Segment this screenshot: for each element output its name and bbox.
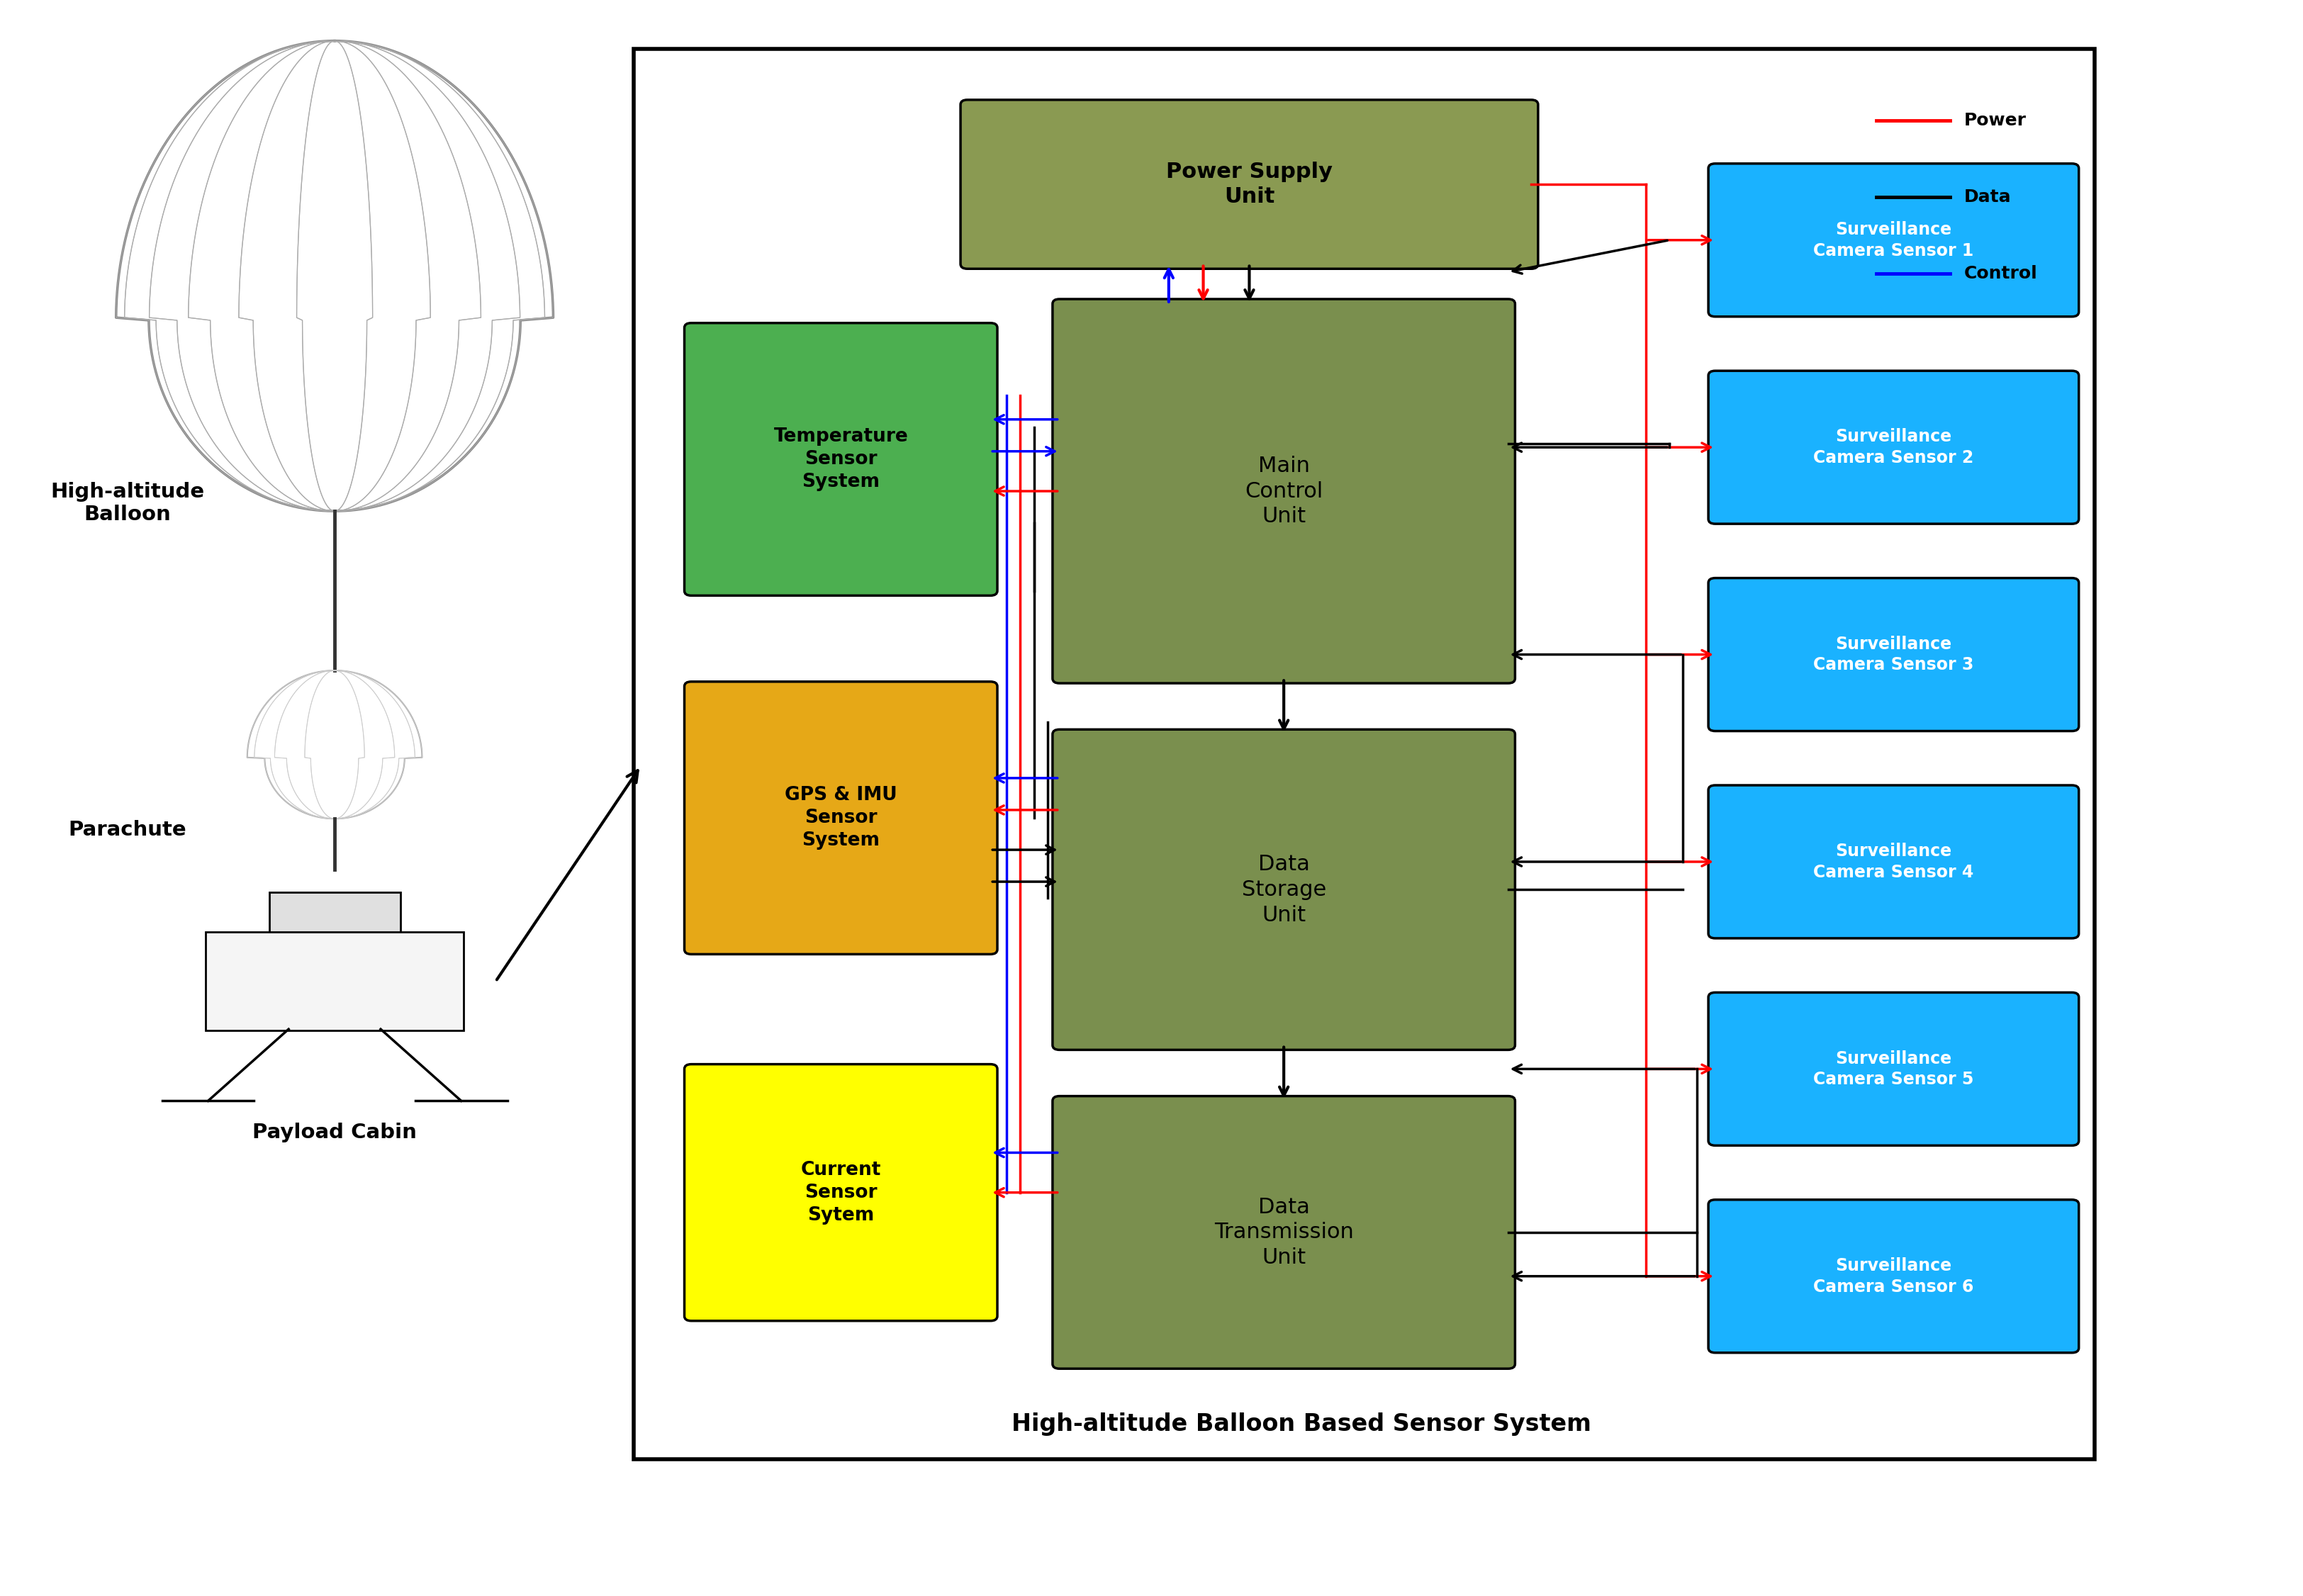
FancyBboxPatch shape <box>684 1065 997 1321</box>
Text: Power: Power <box>1964 112 2027 129</box>
FancyBboxPatch shape <box>1709 578 2080 731</box>
FancyBboxPatch shape <box>1052 1096 1515 1369</box>
Text: Current
Sensor
Sytem: Current Sensor Sytem <box>801 1160 882 1224</box>
Text: Data: Data <box>1964 188 2011 206</box>
Text: Data
Transmission
Unit: Data Transmission Unit <box>1214 1197 1354 1269</box>
FancyBboxPatch shape <box>1709 1200 2080 1353</box>
Text: GPS & IMU
Sensor
System: GPS & IMU Sensor System <box>785 787 898 849</box>
Bar <box>633 49 2096 1459</box>
Text: Surveillance
Camera Sensor 1: Surveillance Camera Sensor 1 <box>1812 222 1974 259</box>
FancyBboxPatch shape <box>1709 993 2080 1146</box>
Text: Surveillance
Camera Sensor 6: Surveillance Camera Sensor 6 <box>1812 1258 1974 1296</box>
FancyBboxPatch shape <box>684 322 997 595</box>
FancyBboxPatch shape <box>1709 163 2080 316</box>
FancyBboxPatch shape <box>1709 785 2080 938</box>
Text: Control: Control <box>1964 265 2038 282</box>
Text: High-altitude
Balloon: High-altitude Balloon <box>51 482 205 525</box>
Text: Surveillance
Camera Sensor 2: Surveillance Camera Sensor 2 <box>1812 428 1974 466</box>
Text: Surveillance
Camera Sensor 3: Surveillance Camera Sensor 3 <box>1812 635 1974 674</box>
Text: Main
Control
Unit: Main Control Unit <box>1244 455 1322 527</box>
FancyBboxPatch shape <box>960 101 1538 268</box>
FancyBboxPatch shape <box>205 932 463 1031</box>
Text: Temperature
Sensor
System: Temperature Sensor System <box>774 428 907 492</box>
Text: High-altitude Balloon Based Sensor System: High-altitude Balloon Based Sensor Syste… <box>1011 1412 1591 1436</box>
FancyBboxPatch shape <box>1052 298 1515 683</box>
FancyBboxPatch shape <box>684 681 997 954</box>
FancyBboxPatch shape <box>1709 370 2080 523</box>
Text: Surveillance
Camera Sensor 4: Surveillance Camera Sensor 4 <box>1812 843 1974 881</box>
Text: Payload Cabin: Payload Cabin <box>253 1124 417 1143</box>
Text: Power Supply
Unit: Power Supply Unit <box>1165 161 1333 207</box>
FancyBboxPatch shape <box>1052 729 1515 1050</box>
FancyBboxPatch shape <box>269 892 401 935</box>
Text: Parachute: Parachute <box>69 820 187 839</box>
Text: Data
Storage
Unit: Data Storage Unit <box>1241 854 1327 926</box>
Text: Surveillance
Camera Sensor 5: Surveillance Camera Sensor 5 <box>1812 1050 1974 1088</box>
